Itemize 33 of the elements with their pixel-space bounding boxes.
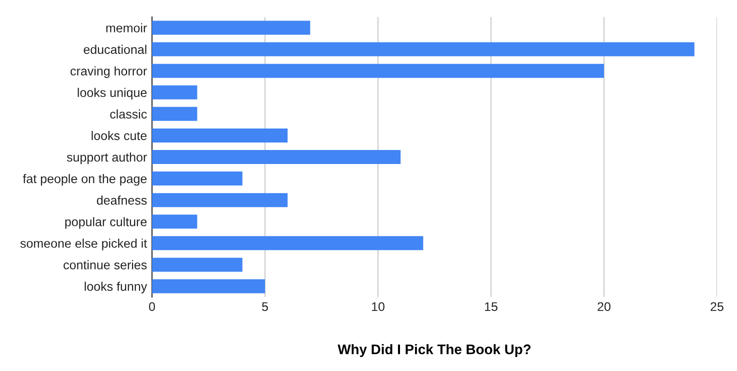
y-tick-label: educational — [84, 44, 146, 54]
bar — [152, 106, 198, 121]
bar — [152, 236, 424, 250]
bar — [152, 150, 401, 164]
bar — [152, 20, 310, 35]
y-tick-label: craving horror — [70, 66, 147, 78]
bar — [152, 64, 604, 78]
y-tick-label: deafness — [96, 196, 147, 205]
bar — [152, 258, 242, 272]
y-tick-label: fat people on the page — [22, 174, 147, 186]
x-tick-label: 10 — [372, 302, 384, 312]
x-tick-label: 25 — [710, 302, 724, 312]
x-tick-label: 15 — [485, 302, 498, 312]
bar — [152, 172, 242, 186]
y-tick-label: looks funny — [84, 282, 148, 294]
y-tick-label: memoir — [106, 23, 147, 32]
bar — [152, 42, 694, 56]
x-tick-label: 5 — [262, 302, 268, 312]
bar — [152, 85, 198, 100]
y-tick-label: someone else picked it — [20, 238, 148, 250]
bar — [152, 193, 288, 208]
y-tick-label: looks cute — [92, 130, 147, 140]
x-axis-title: Why Did I Pick The Book Up? — [338, 344, 531, 358]
y-tick-label: classic — [110, 109, 147, 119]
bar — [152, 279, 265, 294]
bar — [152, 128, 288, 142]
x-tick-label: 20 — [598, 302, 610, 312]
x-tick-label: 0 — [149, 302, 155, 312]
y-tick-label: popular culture — [65, 217, 147, 229]
y-tick-label: support author — [66, 152, 147, 164]
y-tick-label: continue series — [64, 260, 147, 270]
y-tick-label: looks unique — [78, 88, 147, 100]
bar — [152, 214, 198, 229]
